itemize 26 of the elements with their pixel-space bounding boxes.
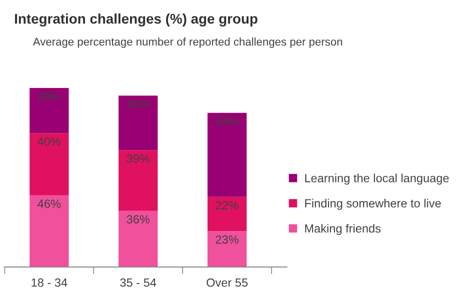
data-label: 23% — [216, 235, 238, 244]
data-label: 40% — [38, 137, 61, 146]
legend-label: Finding somewhere to live — [305, 198, 441, 210]
legend-label: Making friends — [305, 224, 381, 235]
bar — [30, 133, 69, 196]
data-label: 36% — [126, 215, 150, 224]
data-label: 54% — [216, 117, 238, 126]
data-label: 39% — [126, 154, 150, 163]
data-label: 46% — [38, 200, 61, 208]
data-label: 22% — [216, 201, 238, 210]
chart-title: Integration challenges (%) age group — [15, 14, 258, 27]
bar — [208, 196, 247, 232]
bar — [118, 210, 158, 267]
data-label: 35% — [126, 100, 150, 108]
x-tick-label: Over 55 — [206, 278, 248, 287]
bar — [30, 88, 69, 134]
bar — [208, 112, 247, 197]
bar — [208, 231, 247, 267]
bar — [118, 96, 158, 150]
bar — [30, 195, 69, 267]
bar — [118, 150, 158, 211]
legend-label: Learning the local language — [305, 174, 449, 185]
x-tick-label: 35 - 54 — [120, 278, 156, 287]
x-tick-label: 18 - 34 — [32, 278, 68, 287]
data-label: 29% — [38, 92, 61, 100]
chart-subtitle: Average percentage number of reported challenges per person — [32, 38, 342, 48]
